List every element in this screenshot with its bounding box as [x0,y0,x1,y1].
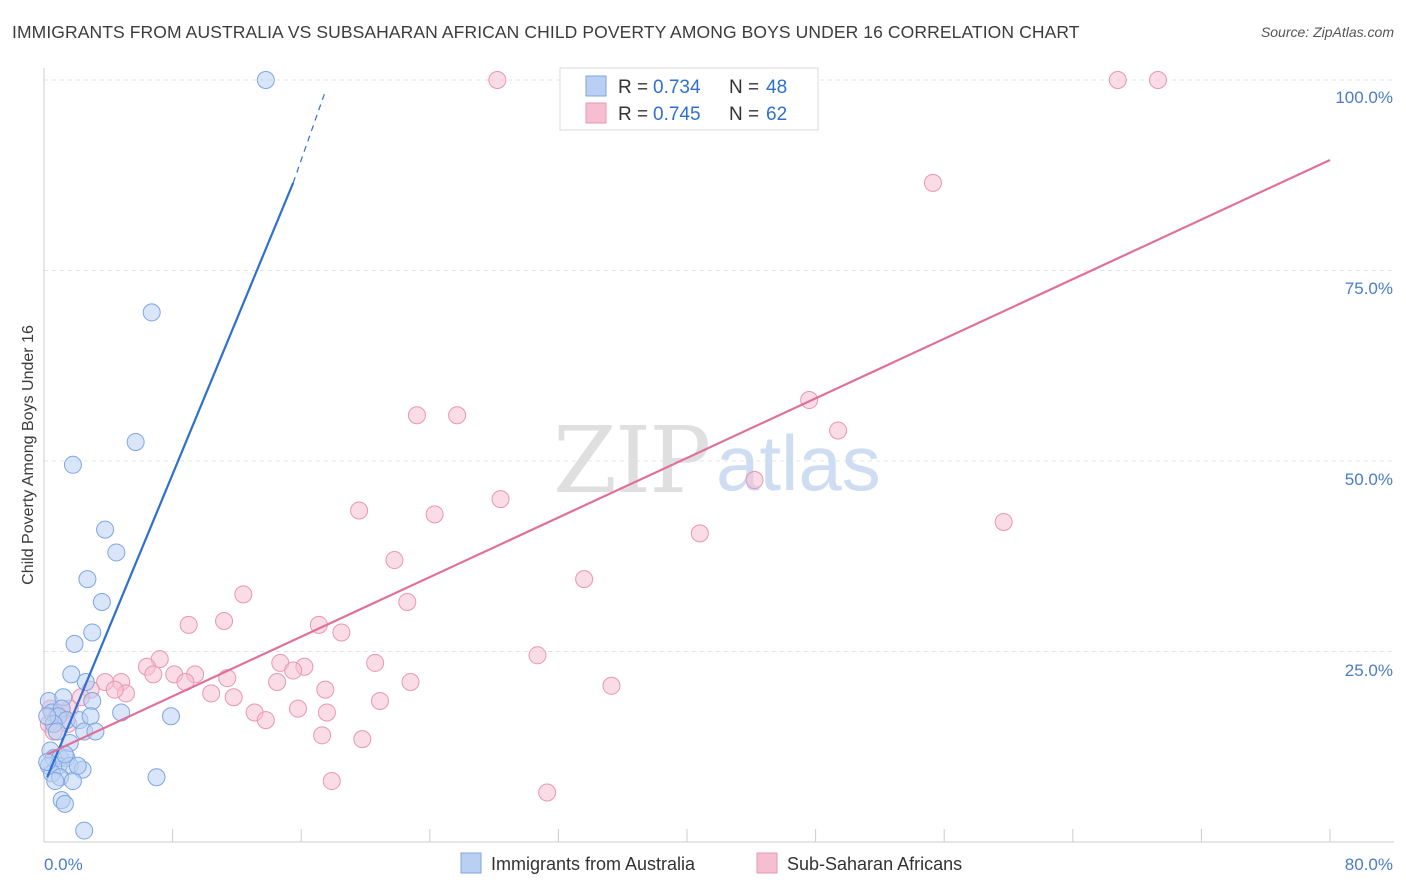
point-sub-saharan-africans [575,570,594,589]
point-sub-saharan-africans [745,471,764,490]
point-immigrants-from-australia [96,520,115,539]
point-immigrants-from-australia [83,623,102,642]
point-sub-saharan-africans [268,672,287,691]
point-sub-saharan-africans [528,646,547,665]
point-sub-saharan-africans [401,672,420,691]
point-sub-saharan-africans [179,615,198,634]
point-sub-saharan-africans [1148,71,1167,89]
point-sub-saharan-africans [602,676,621,695]
trend-line-extension-immigrants-from-australia [292,91,326,184]
series-legend: Immigrants from Australia Sub-Saharan Af… [460,852,962,874]
point-immigrants-from-australia [147,768,166,787]
point-sub-saharan-africans [407,406,426,425]
point-immigrants-from-australia [83,692,102,711]
point-sub-saharan-africans [322,772,341,791]
trend-line-immigrants-from-australia [46,182,295,778]
bottom-legend-swatch-pink [756,852,778,874]
point-sub-saharan-africans [1108,71,1127,89]
point-immigrants-from-australia [63,772,82,791]
point-sub-saharan-africans [317,703,336,722]
point-sub-saharan-africans [288,699,307,718]
watermark-zip: ZIP [553,407,709,514]
point-immigrants-from-australia [55,794,74,813]
point-immigrants-from-australia [65,634,84,653]
trend-line-sub-saharan-africans [46,159,1331,756]
point-sub-saharan-africans [218,669,237,688]
gridlines [44,79,1394,652]
bottom-legend-swatch-blue [460,852,482,874]
point-sub-saharan-africans [316,680,335,699]
point-sub-saharan-africans [385,551,404,570]
point-immigrants-from-australia [62,665,81,684]
point-sub-saharan-africans [350,501,369,520]
point-sub-saharan-africans [398,592,417,611]
point-sub-saharan-africans [105,680,124,699]
point-sub-saharan-africans [284,661,303,680]
y-tick-label-100: 100.0% [1335,88,1393,107]
watermark-atlas: atlas [716,419,881,507]
legend-r-value-2: 0.745 [653,104,701,125]
x-axis-ticks [172,829,1331,842]
point-sub-saharan-africans [313,726,332,745]
point-sub-saharan-africans [923,173,942,192]
correlation-legend: R = 0.734 N = 48 R = 0.745 N = 62 [559,67,819,131]
point-sub-saharan-africans [224,688,243,707]
bottom-legend-label-2: Sub-Saharan Africans [787,854,962,874]
point-sub-saharan-africans [800,391,819,410]
point-sub-saharan-africans [215,612,234,631]
point-sub-saharan-africans [256,711,275,730]
point-sub-saharan-africans [234,585,253,604]
legend-n-value-1: 48 [766,77,787,98]
legend-swatch-blue [585,75,607,97]
x-tick-label-min: 0.0% [44,855,83,874]
point-sub-saharan-africans [829,421,848,440]
point-immigrants-from-australia [38,707,57,726]
point-immigrants-from-australia [142,303,161,322]
point-immigrants-from-australia [63,455,82,474]
point-sub-saharan-africans [353,730,372,749]
point-sub-saharan-africans [448,406,467,425]
point-immigrants-from-australia [78,570,97,589]
bottom-legend-label-1: Immigrants from Australia [491,854,696,874]
point-sub-saharan-africans [202,684,221,703]
y-tick-label-50: 50.0% [1345,470,1393,489]
legend-r-value-1: 0.734 [653,77,701,98]
watermark: ZIP atlas [553,407,881,514]
point-sub-saharan-africans [425,505,444,524]
point-sub-saharan-africans [488,71,507,89]
legend-r-label-1: R = [618,77,648,98]
legend-n-label-2: N = [729,104,759,125]
legend-swatch-pink [585,102,607,124]
point-sub-saharan-africans [994,512,1013,531]
point-sub-saharan-africans [538,783,557,802]
point-sub-saharan-africans [144,665,163,684]
series-sub-saharan-africans-points [39,71,1167,802]
point-immigrants-from-australia [161,707,180,726]
y-axis-title: Child Poverty Among Boys Under 16 [20,325,37,585]
y-tick-label-25: 25.0% [1345,661,1393,680]
point-immigrants-from-australia [46,772,65,791]
point-immigrants-from-australia [107,543,126,562]
point-sub-saharan-africans [366,653,385,672]
point-immigrants-from-australia [81,707,100,726]
x-tick-label-max: 80.0% [1345,855,1393,874]
point-immigrants-from-australia [75,821,94,840]
point-sub-saharan-africans [332,623,351,642]
point-immigrants-from-australia [126,432,145,451]
point-immigrants-from-australia [256,71,275,89]
trend-lines [46,91,1331,778]
legend-r-label-2: R = [618,104,648,125]
point-sub-saharan-africans [690,524,709,543]
point-immigrants-from-australia [68,756,87,775]
y-tick-label-75: 75.0% [1345,279,1393,298]
series-immigrants-from-australia-points [38,71,275,840]
point-sub-saharan-africans [491,490,510,509]
legend-n-label-1: N = [729,77,759,98]
point-immigrants-from-australia [92,592,111,611]
point-sub-saharan-africans [370,692,389,711]
chart-title: IMMIGRANTS FROM AUSTRALIA VS SUBSAHARAN … [12,22,1080,42]
legend-n-value-2: 62 [766,104,787,125]
source-credit: Source: ZipAtlas.com [1260,24,1394,40]
